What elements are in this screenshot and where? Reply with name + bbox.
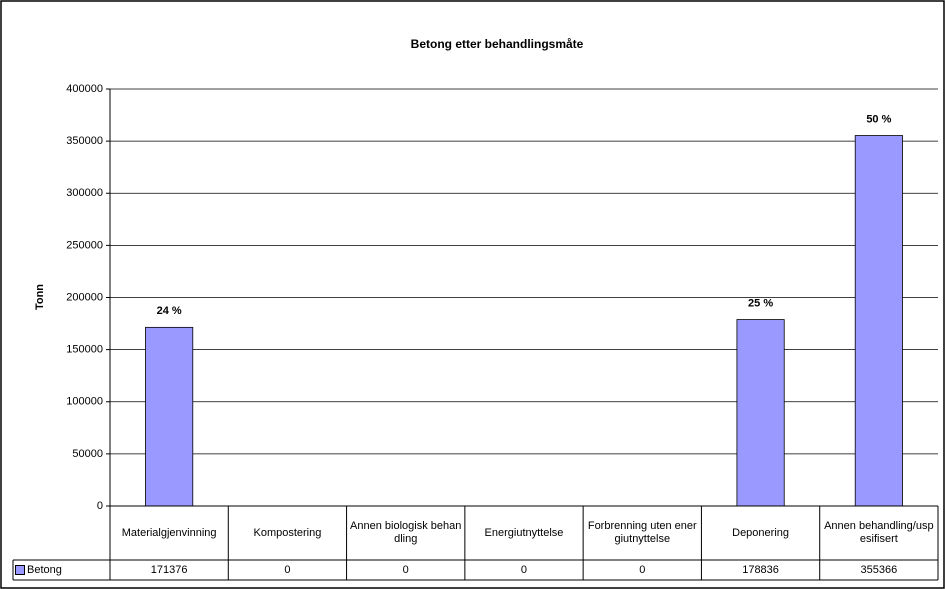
table-value: 178836 bbox=[742, 563, 779, 576]
y-tick-label: 400000 bbox=[66, 83, 103, 95]
x-tick-label: Forbrenning uten energiutnyttelse bbox=[587, 520, 697, 545]
y-tick-label: 350000 bbox=[66, 135, 103, 147]
x-tick-label: Materialgjenvinning bbox=[121, 526, 217, 539]
chart-title: Betong etter behandlingsmåte bbox=[411, 37, 584, 51]
x-tick-label: Annen biologisk behandling bbox=[350, 520, 462, 545]
table-value: 171376 bbox=[150, 563, 188, 576]
bar bbox=[736, 319, 785, 507]
table-value: 355366 bbox=[860, 563, 898, 576]
y-tick-label: 50000 bbox=[72, 448, 103, 460]
table-value: 0 bbox=[284, 563, 291, 576]
table-value: 0 bbox=[639, 563, 646, 576]
x-tick-label: Kompostering bbox=[253, 526, 322, 539]
data-label: 25 % bbox=[748, 297, 773, 309]
legend-swatch bbox=[15, 565, 25, 575]
table-value: 0 bbox=[402, 563, 409, 576]
x-tick-label: Annen behandling/uspesifisert bbox=[824, 520, 934, 545]
y-tick-label: 300000 bbox=[66, 187, 103, 199]
x-tick-label: Energiutnyttelse bbox=[484, 526, 564, 539]
bar bbox=[854, 135, 903, 507]
legend-label: Betong bbox=[27, 563, 62, 576]
bar bbox=[145, 326, 194, 507]
y-tick-label: 0 bbox=[97, 500, 103, 512]
legend-cell: Betong bbox=[13, 560, 110, 580]
table-value: 0 bbox=[520, 563, 528, 576]
y-tick-label: 200000 bbox=[66, 291, 103, 303]
y-tick-label: 100000 bbox=[66, 396, 103, 408]
y-tick-label: 150000 bbox=[66, 344, 103, 356]
x-tick-label: Deponering bbox=[732, 526, 789, 539]
data-label: 24 % bbox=[157, 305, 182, 317]
y-axis-label: Tonn bbox=[34, 284, 46, 310]
data-label: 50 % bbox=[866, 113, 891, 125]
y-tick-label: 250000 bbox=[66, 239, 103, 251]
